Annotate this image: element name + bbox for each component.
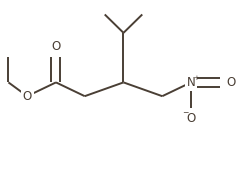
Text: O: O [186,112,196,125]
Text: O: O [23,90,32,103]
Text: −: − [182,108,188,117]
Text: N: N [187,76,195,89]
Text: O: O [51,40,60,53]
Text: +: + [194,75,200,81]
Text: O: O [226,76,236,89]
